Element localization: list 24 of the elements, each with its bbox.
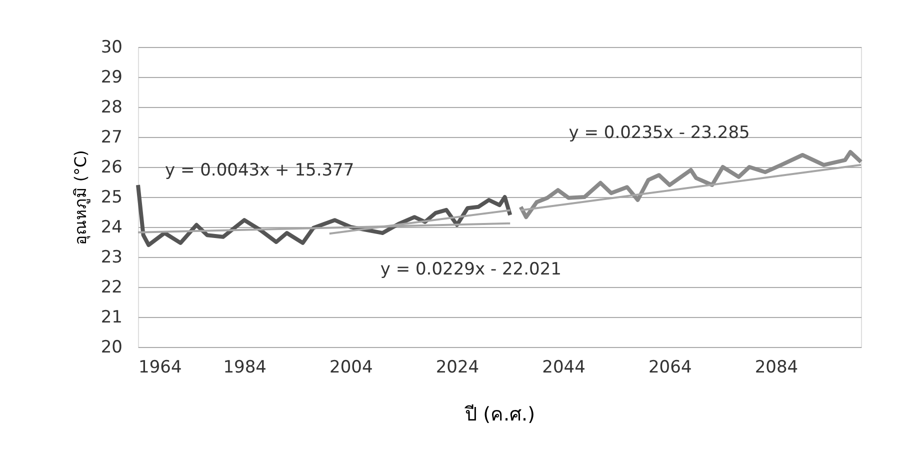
annotation: y = 0.0229x - 22.021 [380,260,562,280]
y-tick-label: 21 [100,308,122,328]
line-series [518,150,863,220]
y-tick-label: 28 [100,98,122,118]
y-tick-label: 23 [100,248,122,268]
y-axis-title: อุณหภูมิ (°C) [70,150,91,245]
y-tick-label: 20 [100,338,122,358]
x-tick-label: 1984 [223,358,266,378]
x-tick-label: 2044 [542,358,586,378]
x-tick-label: 2004 [330,358,373,378]
y-tick-label: 22 [100,278,122,298]
x-tick-label: 2084 [754,358,798,378]
x-tick-label: 2064 [648,358,692,378]
y-tick-label: 30 [100,38,122,58]
y-tick-label: 25 [100,188,122,208]
y-tick-label: 27 [100,128,122,148]
x-axis-title: ปี (ค.ศ.) [464,404,535,426]
y-tick-label: 24 [100,218,122,238]
y-tick-label: 26 [100,158,122,178]
annotation: y = 0.0043x + 15.377 [165,160,354,180]
x-tick-label: 1964 [138,358,182,378]
annotation: y = 0.0235x - 23.285 [568,123,750,144]
x-tick-label: 2024 [436,358,480,378]
y-tick-label: 29 [100,68,122,88]
